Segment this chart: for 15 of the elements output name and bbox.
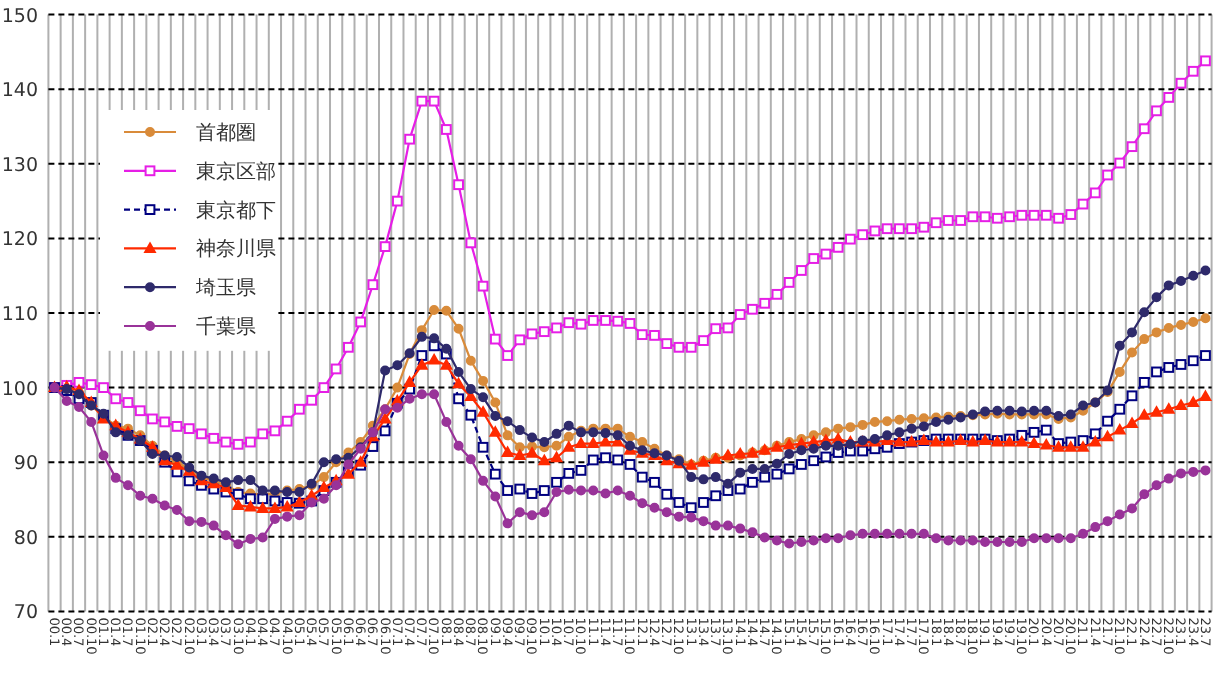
legend-label: 千葉県 <box>196 315 256 339</box>
y-tick-label: 150 <box>1 5 38 28</box>
y-tick-label: 100 <box>1 378 38 401</box>
y-tick-label: 140 <box>1 80 38 103</box>
legend-label: 東京区部 <box>196 159 276 184</box>
legend-label: 東京都下 <box>196 198 276 223</box>
y-tick-label: 130 <box>1 154 38 177</box>
y-tick-label: 110 <box>1 304 38 326</box>
y-tick-label: 70 <box>13 602 38 625</box>
y-tick-label: 120 <box>1 229 38 252</box>
legend-label: 埼玉県 <box>194 276 256 301</box>
y-tick-label: 90 <box>13 453 38 476</box>
y-tick-label: 80 <box>13 527 38 550</box>
legend-label: 神奈川県 <box>196 237 276 262</box>
legend-label: 首都圏 <box>196 121 256 145</box>
